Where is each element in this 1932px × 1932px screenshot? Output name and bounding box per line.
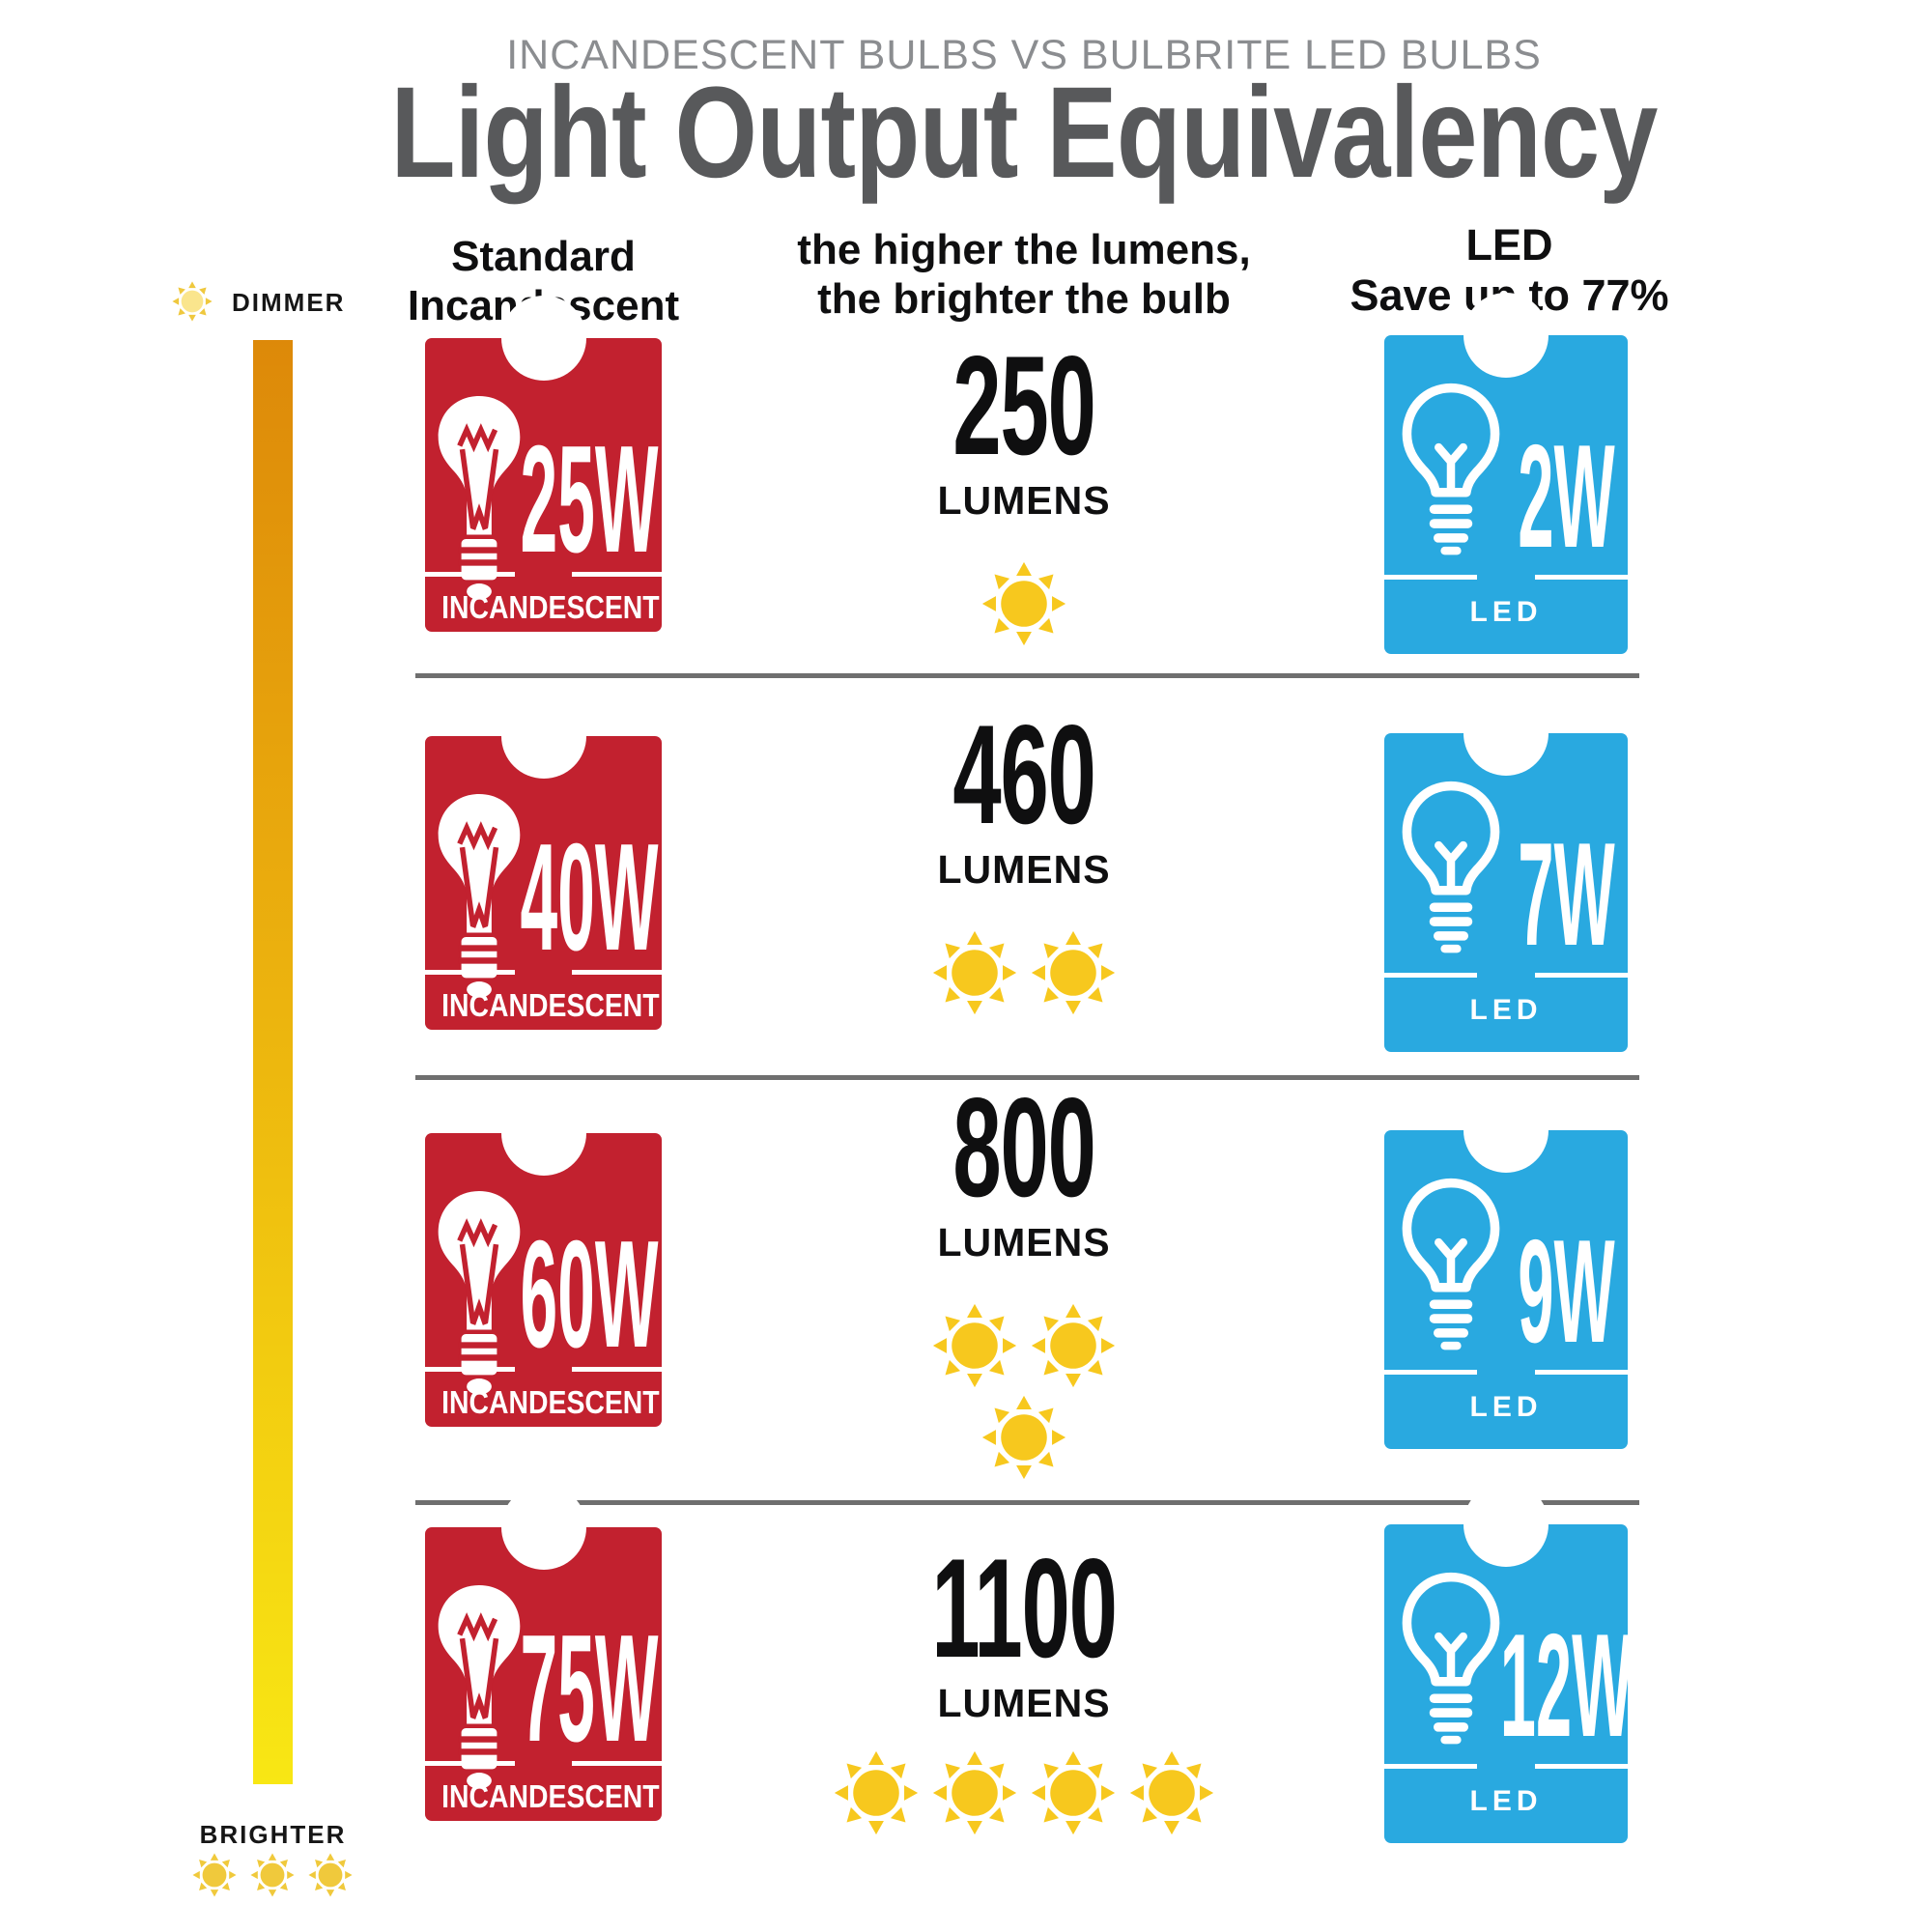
incandescent-card: 40W INCANDESCENT bbox=[425, 694, 662, 1030]
led-type-label: LED bbox=[1469, 1391, 1543, 1423]
led-watts-label: 7W bbox=[1518, 812, 1615, 977]
brighter-suns bbox=[192, 1853, 353, 1897]
card-divider-line bbox=[571, 1761, 662, 1766]
incandescent-type-label: INCANDESCENT bbox=[441, 1778, 660, 1814]
sun-icon bbox=[834, 1750, 919, 1835]
card-divider-line bbox=[1384, 575, 1477, 580]
led-watts-label: 2W bbox=[1518, 414, 1615, 579]
incandescent-card: 60W INCANDESCENT bbox=[425, 1091, 662, 1427]
led-bulb-icon bbox=[1400, 1177, 1502, 1356]
incandescent-type-label: INCANDESCENT bbox=[441, 589, 660, 625]
brightness-suns bbox=[831, 561, 1217, 646]
brighter-label: BRIGHTER bbox=[199, 1820, 347, 1849]
sun-icon bbox=[932, 1750, 1017, 1835]
sun-icon bbox=[981, 1395, 1066, 1480]
brightness-suns bbox=[918, 1303, 1130, 1480]
card-divider-line bbox=[1535, 1370, 1628, 1375]
sun-icon bbox=[250, 1853, 295, 1897]
led-type-label: LED bbox=[1469, 994, 1543, 1026]
incandescent-watts-label: 60W bbox=[520, 1209, 659, 1379]
card-notch bbox=[1463, 691, 1548, 776]
incandescent-card: 75W INCANDESCENT bbox=[425, 1485, 662, 1821]
card-notch bbox=[1463, 293, 1548, 378]
card-divider-line bbox=[571, 572, 662, 577]
lumens-value: 460 bbox=[952, 696, 1096, 853]
sun-icon bbox=[308, 1853, 353, 1897]
lumens-value: 1100 bbox=[931, 1529, 1118, 1687]
incandescent-type-label: INCANDESCENT bbox=[441, 1384, 660, 1420]
card-divider-line bbox=[571, 1367, 662, 1372]
led-card: 2W LED bbox=[1384, 293, 1628, 654]
lumens-header-line1: the higher the lumens, bbox=[797, 226, 1251, 273]
incandescent-column-header: Standard Incandescent bbox=[367, 232, 720, 330]
card-divider-line bbox=[425, 970, 516, 975]
brightness-suns bbox=[831, 930, 1217, 1015]
card-divider-line bbox=[425, 1761, 516, 1766]
lumens-header-line2: the brighter the bulb bbox=[817, 275, 1231, 324]
lumens-label: LUMENS bbox=[937, 477, 1111, 523]
card-notch bbox=[500, 694, 586, 779]
led-watts-label: 12W bbox=[1499, 1604, 1634, 1768]
card-divider-line bbox=[1535, 575, 1628, 580]
lumens-cell: 460 LUMENS bbox=[831, 696, 1217, 1015]
incandescent-header-line1: Standard bbox=[451, 233, 636, 280]
lumens-value: 800 bbox=[952, 1068, 1096, 1226]
incandescent-watts-label: 25W bbox=[520, 414, 659, 584]
led-watts-label: 9W bbox=[1518, 1209, 1615, 1374]
sun-icon bbox=[981, 561, 1066, 646]
card-divider-line bbox=[1384, 1370, 1477, 1375]
card-divider-line bbox=[1535, 1764, 1628, 1769]
sun-icon bbox=[1031, 930, 1116, 1015]
led-bulb-icon bbox=[1400, 780, 1502, 959]
page-title: Light Output Equivalency bbox=[390, 61, 1658, 205]
lumens-cell: 250 LUMENS bbox=[831, 327, 1217, 646]
card-divider-line bbox=[1384, 973, 1477, 978]
row-divider bbox=[415, 1075, 1639, 1080]
card-divider-line bbox=[425, 1367, 516, 1372]
dimmer-label: DIMMER bbox=[232, 288, 346, 317]
incandescent-watts-label: 40W bbox=[520, 812, 659, 982]
incandescent-watts-label: 75W bbox=[520, 1604, 659, 1774]
led-type-label: LED bbox=[1469, 596, 1543, 628]
led-card: 9W LED bbox=[1384, 1088, 1628, 1449]
lumens-label: LUMENS bbox=[937, 1219, 1111, 1264]
eyebrow-title: INCANDESCENT BULBS VS BULBRITE LED BULBS bbox=[506, 32, 1542, 78]
led-card: 7W LED bbox=[1384, 691, 1628, 1052]
row-divider bbox=[415, 673, 1639, 678]
brightness-gradient-bar bbox=[253, 340, 293, 1784]
lumens-label: LUMENS bbox=[937, 846, 1111, 892]
lumens-label: LUMENS bbox=[937, 1680, 1111, 1725]
card-divider-line bbox=[425, 572, 516, 577]
sun-icon bbox=[932, 930, 1017, 1015]
card-notch bbox=[1463, 1482, 1548, 1567]
brightness-suns bbox=[831, 1750, 1217, 1835]
card-divider-line bbox=[1535, 973, 1628, 978]
sun-icon bbox=[1031, 1303, 1116, 1388]
lumens-cell: 800 LUMENS bbox=[831, 1068, 1217, 1480]
led-bulb-icon bbox=[1400, 1571, 1502, 1750]
sun-icon bbox=[1031, 1750, 1116, 1835]
sun-icon bbox=[192, 1853, 237, 1897]
led-type-label: LED bbox=[1469, 1785, 1543, 1817]
card-notch bbox=[500, 1091, 586, 1176]
led-bulb-icon bbox=[1400, 382, 1502, 561]
lumens-value: 250 bbox=[952, 327, 1096, 484]
lumens-cell: 1100 LUMENS bbox=[831, 1529, 1217, 1835]
lumens-column-header: the higher the lumens, the brighter the … bbox=[782, 225, 1265, 324]
card-notch bbox=[1463, 1088, 1548, 1173]
row-divider bbox=[415, 1500, 1639, 1505]
card-notch bbox=[500, 1485, 586, 1570]
dimmer-sun-icon bbox=[172, 281, 213, 322]
card-notch bbox=[500, 296, 586, 381]
card-divider-line bbox=[571, 970, 662, 975]
incandescent-card: 25W INCANDESCENT bbox=[425, 296, 662, 632]
card-divider-line bbox=[1384, 1764, 1477, 1769]
led-card: 12W LED bbox=[1384, 1482, 1634, 1843]
sun-icon bbox=[1129, 1750, 1214, 1835]
led-header-line1: LED bbox=[1465, 220, 1553, 270]
sun-icon bbox=[932, 1303, 1017, 1388]
incandescent-type-label: INCANDESCENT bbox=[441, 987, 660, 1023]
